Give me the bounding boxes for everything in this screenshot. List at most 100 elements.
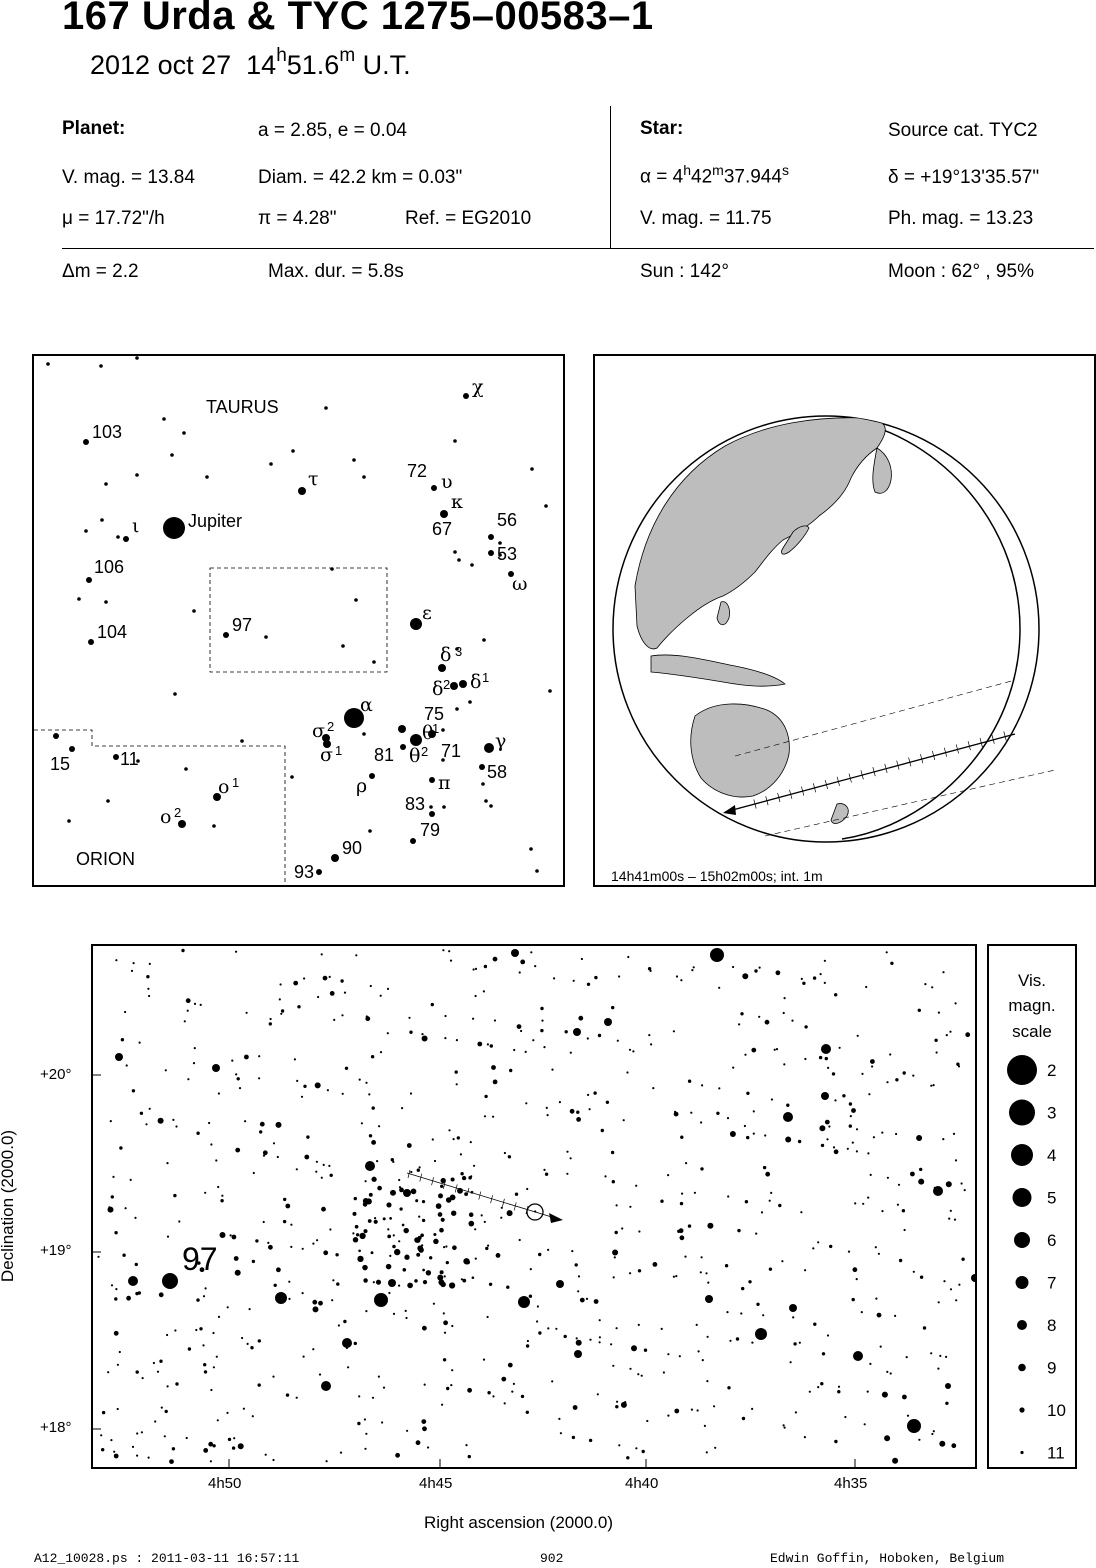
map-star <box>842 1094 846 1098</box>
map-star <box>705 1451 708 1454</box>
map-star <box>202 1344 205 1347</box>
map-star <box>422 1426 427 1432</box>
map-star <box>473 1164 476 1167</box>
map-star <box>423 1383 426 1386</box>
map-star <box>454 1070 458 1074</box>
map-star <box>812 1247 815 1250</box>
globe-svg: 14h41m00s – 15h02m00s; int. 1m <box>611 415 1056 884</box>
map-star <box>637 1323 640 1326</box>
map-label-97: 97 <box>182 1241 218 1277</box>
map-star <box>526 1339 529 1343</box>
map-star <box>687 1079 692 1083</box>
cluster-star <box>385 1263 392 1270</box>
finder-star <box>205 475 209 479</box>
map-star <box>526 1187 529 1191</box>
planet-diameter: Diam. = 42.2 km = 0.03" <box>258 167 463 188</box>
map-star <box>860 1311 863 1314</box>
map-star <box>954 1002 957 1005</box>
map-star <box>186 1009 189 1012</box>
map-star <box>341 1092 344 1095</box>
map-star <box>134 1262 138 1267</box>
legend-label-mag-10: 10 <box>1047 1401 1066 1420</box>
finder-star <box>362 732 366 736</box>
map-star <box>939 1440 946 1447</box>
track-tick <box>502 1198 505 1207</box>
map-star <box>752 1132 755 1135</box>
map-star <box>445 1245 448 1248</box>
map-star <box>700 1121 703 1124</box>
map-star <box>320 953 323 956</box>
map-star <box>267 1241 270 1244</box>
map-star <box>492 1115 495 1118</box>
map-star <box>509 1068 513 1073</box>
planet-vmag: V. mag. = 13.84 <box>62 167 195 188</box>
map-star <box>831 1072 836 1076</box>
map-star <box>952 1132 956 1135</box>
map-star <box>262 1220 265 1224</box>
map-star <box>615 1327 618 1330</box>
label-71: 71 <box>441 741 461 761</box>
map-star <box>955 1299 958 1302</box>
map-star <box>446 1386 450 1391</box>
finder-star <box>489 804 493 808</box>
map-star <box>301 1292 304 1295</box>
map-star <box>783 1426 786 1429</box>
map-star <box>856 1034 859 1037</box>
map-star <box>714 1446 717 1449</box>
map-star <box>629 1272 632 1275</box>
finder-star <box>135 473 139 477</box>
map-star <box>405 1316 408 1320</box>
map-star <box>304 1154 310 1160</box>
map-star <box>726 1311 729 1314</box>
label-iota: ι <box>132 515 139 537</box>
map-star <box>321 1206 326 1212</box>
map-star <box>134 1216 137 1219</box>
track-tick <box>466 1187 470 1197</box>
map-star <box>576 1110 580 1114</box>
map-star <box>518 971 521 974</box>
map-star <box>626 1071 629 1074</box>
map-star <box>255 1239 259 1243</box>
map-star <box>918 1438 921 1441</box>
bright-map-star <box>853 1351 863 1361</box>
map-star <box>727 1386 731 1390</box>
map-star <box>547 1327 550 1330</box>
map-star <box>148 1107 151 1110</box>
map-star <box>824 1119 830 1125</box>
map-star <box>231 1059 234 1062</box>
map-star <box>193 1047 196 1050</box>
map-star <box>491 1065 496 1070</box>
map-star <box>109 1120 112 1123</box>
label-106: 106 <box>94 557 124 577</box>
map-star <box>272 1458 275 1462</box>
map-star <box>204 1191 207 1194</box>
map-star <box>364 1180 367 1183</box>
map-star <box>611 1180 615 1184</box>
label-11: 11 <box>120 749 139 769</box>
label-104: 104 <box>97 622 127 642</box>
map-star <box>762 1314 765 1317</box>
cluster-star <box>418 1247 424 1253</box>
map-star <box>409 1092 413 1095</box>
finder-star <box>368 829 372 833</box>
finder-star <box>438 664 446 672</box>
bright-map-star <box>374 1293 388 1307</box>
map-star <box>122 1253 126 1257</box>
map-star <box>705 1272 708 1275</box>
map-star <box>187 1078 190 1081</box>
map-star <box>598 1336 601 1339</box>
map-star <box>113 1453 119 1459</box>
y-tick-20: +20° <box>40 1066 72 1083</box>
track-tick <box>431 1177 434 1186</box>
map-star <box>917 1008 921 1012</box>
delta-mag: Δm = 2.2 <box>62 261 139 282</box>
finder-star <box>162 417 166 421</box>
legend-label-mag-7: 7 <box>1047 1274 1056 1293</box>
finder-star <box>192 609 196 613</box>
map-star <box>824 1056 828 1061</box>
map-star <box>912 1270 915 1273</box>
map-star <box>492 956 498 962</box>
map-star <box>467 1454 471 1459</box>
map-star <box>945 1401 949 1405</box>
map-star <box>147 1456 150 1459</box>
